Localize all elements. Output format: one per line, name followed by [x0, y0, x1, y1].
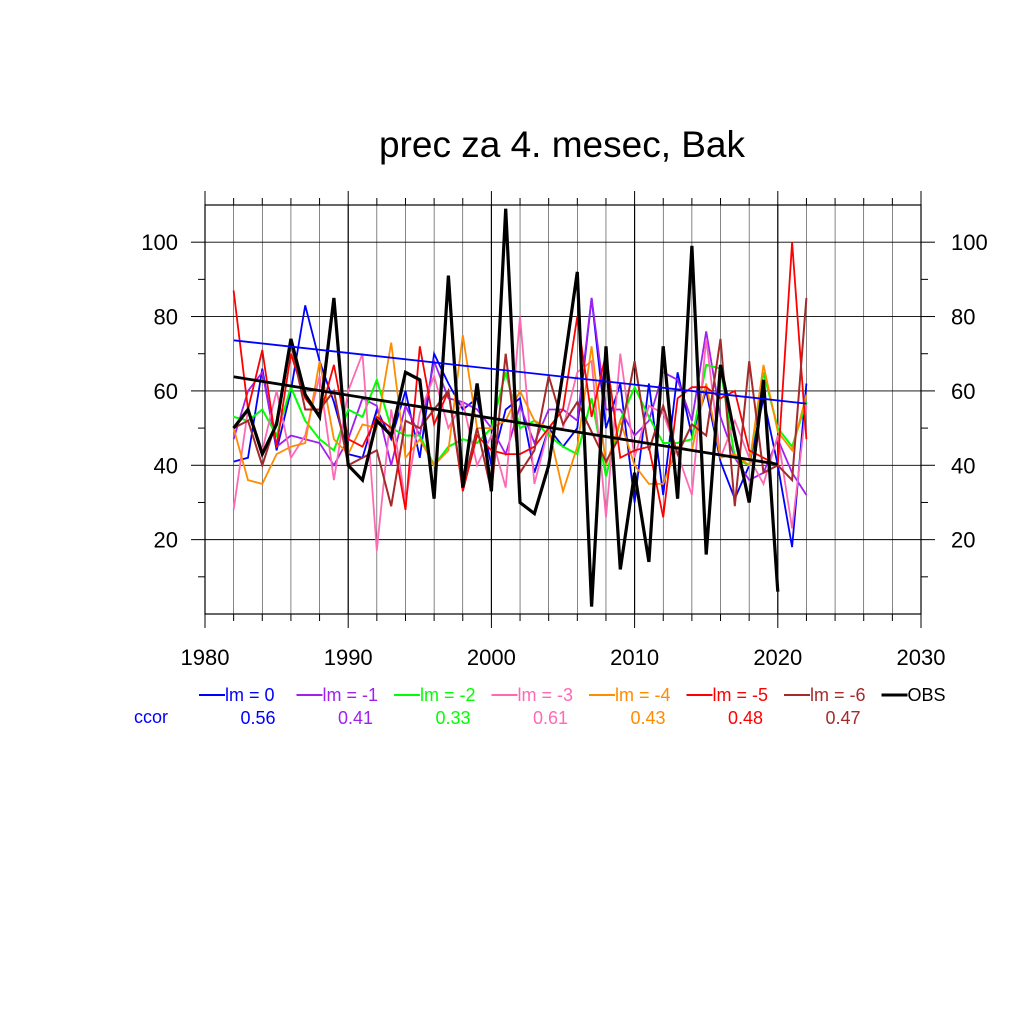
- series-line-lm-1: [232, 297, 808, 496]
- legend-ccor-lm-0: 0.56: [240, 708, 275, 728]
- legend-ccor-lm-5: 0.48: [728, 708, 763, 728]
- legend-label-lm-0: lm = 0: [225, 685, 275, 705]
- legend-ccor-lm-4: 0.43: [630, 708, 665, 728]
- legend-label-lm-3: lm = -3: [518, 685, 574, 705]
- y-tick-label-right: 60: [951, 379, 975, 404]
- legend-label-lm-4: lm = -4: [615, 685, 671, 705]
- y-tick-label-right: 40: [951, 453, 975, 478]
- x-tick-label: 2030: [897, 645, 946, 670]
- legend-ccor-lm-2: 0.33: [435, 708, 470, 728]
- x-tick-label: 1990: [324, 645, 373, 670]
- plot-frame: [204, 204, 922, 615]
- y-tick-label-right: 80: [951, 305, 975, 330]
- chart-title: prec za 4. mesec, Bak: [379, 124, 746, 165]
- plot-border: [204, 204, 922, 615]
- series-lines: [232, 208, 808, 607]
- trend-line-obs-trend: [233, 375, 779, 466]
- series-line-lm-5: [232, 242, 808, 518]
- y-tick-label-left: 40: [154, 453, 178, 478]
- legend-ccor-lm-6: 0.47: [825, 708, 860, 728]
- legend-label-lm-2: lm = -2: [420, 685, 476, 705]
- legend-label-obs: OBS: [908, 685, 946, 705]
- trend-line-lm-0-trend: [233, 339, 807, 405]
- legend-label-lm-5: lm = -5: [713, 685, 769, 705]
- series-line-obs: [232, 208, 780, 607]
- legend: ccor lm = 0 0.56 lm = -1 0.41 lm = -2 0.33 lm =…: [134, 685, 946, 728]
- x-tick-label: 2000: [467, 645, 516, 670]
- y-tick-label-left: 20: [154, 528, 178, 553]
- y-tick-label-right: 20: [951, 528, 975, 553]
- y-tick-label-left: 60: [154, 379, 178, 404]
- series-line-lm-0: [233, 297, 808, 548]
- legend-label-lm-1: lm = -1: [323, 685, 379, 705]
- legend-ccor-lm-3: 0.61: [533, 708, 568, 728]
- x-tick-label: 2020: [753, 645, 802, 670]
- legend-ccor-lm-1: 0.41: [338, 708, 373, 728]
- ccor-label: ccor: [134, 707, 168, 727]
- legend-label-lm-6: lm = -6: [810, 685, 866, 705]
- y-tick-label-left: 100: [141, 230, 178, 255]
- series-line-lm-3: [232, 316, 808, 551]
- y-tick-label-left: 80: [154, 305, 178, 330]
- y-tick-label-right: 100: [951, 230, 988, 255]
- x-tick-label: 2010: [610, 645, 659, 670]
- x-tick-label: 1980: [181, 645, 230, 670]
